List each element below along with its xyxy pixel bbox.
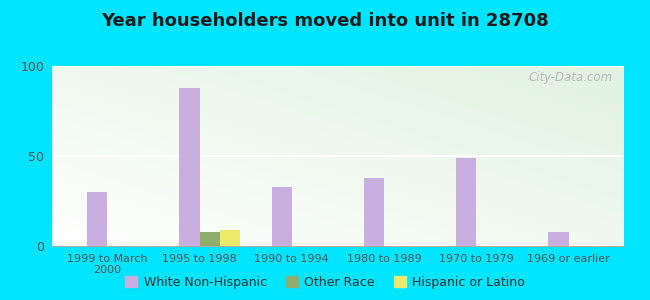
Bar	[200, 232, 220, 246]
Text: City-Data.com: City-Data.com	[528, 71, 612, 84]
Bar	[220, 230, 240, 246]
Bar	[456, 158, 476, 246]
Text: Year householders moved into unit in 28708: Year householders moved into unit in 287…	[101, 12, 549, 30]
Bar	[272, 187, 292, 246]
Bar	[549, 232, 569, 246]
Legend: White Non-Hispanic, Other Race, Hispanic or Latino: White Non-Hispanic, Other Race, Hispanic…	[120, 271, 530, 294]
Bar	[364, 178, 384, 246]
Bar	[87, 192, 107, 246]
Bar	[179, 88, 200, 246]
